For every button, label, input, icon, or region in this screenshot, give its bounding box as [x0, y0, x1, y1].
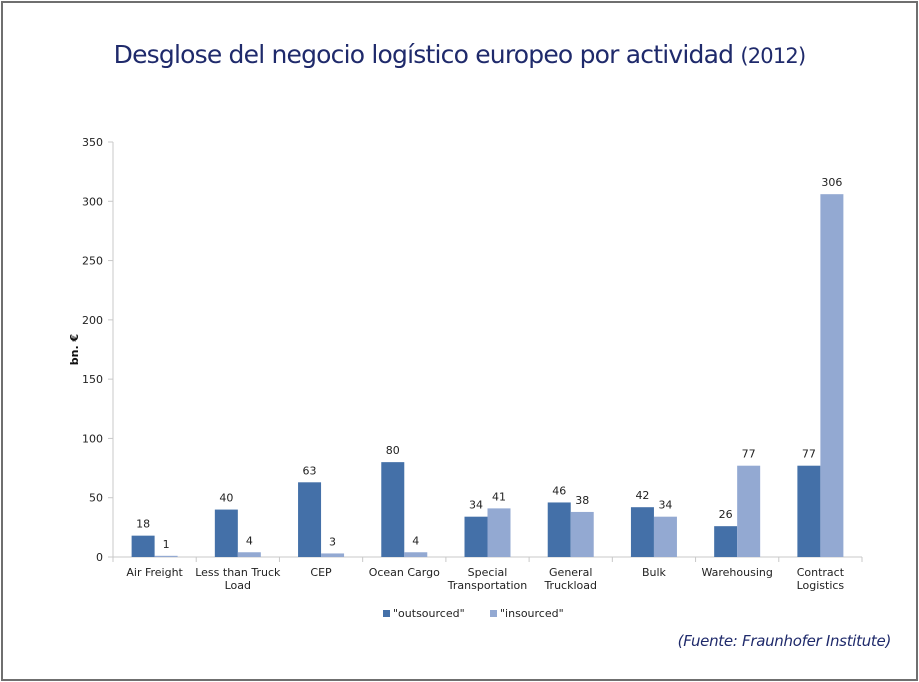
bar-insourced — [321, 553, 345, 557]
data-label: 63 — [303, 464, 317, 477]
y-tick-label: 150 — [82, 373, 103, 386]
y-tick-label: 200 — [82, 314, 103, 327]
y-tick-label: 250 — [82, 255, 103, 268]
y-tick-label: 50 — [89, 492, 103, 505]
bar-outsourced — [214, 509, 238, 557]
chart-title-year: (2012) — [740, 44, 806, 68]
chart-title-main: Desglose del negocio logístico europeo p… — [113, 40, 734, 69]
x-tick-label: General Truckload — [543, 566, 597, 592]
data-label: 34 — [658, 499, 672, 512]
x-tick-label: Special Transportation — [447, 566, 527, 592]
data-label: 38 — [575, 494, 589, 507]
data-label: 40 — [219, 492, 233, 505]
data-label: 18 — [136, 518, 150, 531]
x-tick-label: Contract Logistics — [797, 566, 845, 592]
y-tick-label: 350 — [82, 136, 103, 149]
y-tick-label: 100 — [82, 432, 103, 445]
bar-insourced — [154, 555, 178, 557]
legend: "outsourced" "insourced" — [383, 607, 564, 620]
bar-outsourced — [714, 526, 738, 557]
bar-outsourced — [630, 507, 654, 557]
x-tick-label: Less than Truck Load — [195, 566, 281, 592]
y-tick-label: 300 — [82, 195, 103, 208]
bar-outsourced — [298, 482, 322, 557]
y-tick-label: 0 — [96, 551, 103, 564]
legend-label-insourced: "insourced" — [500, 607, 564, 620]
bar-outsourced — [797, 465, 821, 557]
legend-swatch-outsourced — [383, 610, 390, 617]
data-label: 26 — [719, 508, 733, 521]
data-label: 42 — [635, 489, 649, 502]
legend-swatch-insourced — [490, 610, 497, 617]
data-label: 306 — [821, 176, 842, 189]
bar-insourced — [237, 552, 261, 557]
data-label: 46 — [552, 484, 566, 497]
bar-insourced — [487, 508, 511, 557]
data-label: 77 — [742, 448, 756, 461]
data-label: 4 — [246, 534, 253, 547]
bar-insourced — [570, 511, 594, 557]
data-label: 41 — [492, 490, 506, 503]
bar-outsourced — [547, 502, 571, 557]
bar-outsourced — [131, 535, 155, 557]
bar-outsourced — [381, 462, 405, 557]
data-label: 1 — [163, 538, 170, 551]
bar-insourced — [820, 194, 844, 557]
data-label: 3 — [329, 535, 336, 548]
data-label: 77 — [802, 448, 816, 461]
bar-outsourced — [464, 516, 488, 557]
data-label: 34 — [469, 499, 483, 512]
source-note: (Fuente: Fraunhofer Institute) — [677, 632, 892, 650]
legend-label-outsourced: "outsourced" — [393, 607, 465, 620]
y-axis-label: bn. € — [68, 334, 81, 365]
bar-insourced — [653, 516, 677, 557]
chart-title: Desglose del negocio logístico europeo p… — [0, 40, 919, 69]
bar-insourced — [737, 465, 761, 557]
x-tick-label: Air Freight — [126, 566, 183, 579]
data-label: 80 — [386, 444, 400, 457]
bar-insourced — [404, 552, 428, 557]
bars — [131, 194, 844, 557]
labels: Air Freight 18 1 Less than Truck Load 40 4 CEP 6… — [126, 176, 844, 592]
data-label: 4 — [412, 534, 419, 547]
x-tick-label: CEP — [310, 566, 332, 579]
x-tick-label: Warehousing — [701, 566, 772, 579]
x-tick-label: Ocean Cargo — [369, 566, 440, 579]
x-tick-label: Bulk — [642, 566, 667, 579]
